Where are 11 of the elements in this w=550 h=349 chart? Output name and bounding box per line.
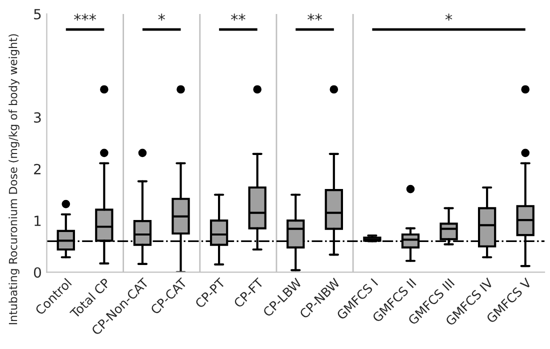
y-tick-label: 2	[34, 164, 40, 174]
annotation: **	[308, 14, 322, 21]
y-tick-label: 5	[34, 9, 41, 20]
annotation: *	[158, 14, 165, 21]
y-axis-title: Intubating Rocuronium Dose (mg/kg of body weight)	[8, 34, 20, 324]
annotation: ***	[74, 14, 96, 21]
y-tick-label: 1	[34, 216, 41, 226]
annotation: **	[231, 14, 246, 21]
annotation: *	[445, 14, 452, 21]
y-tick-label: 0	[34, 267, 41, 278]
y-tick-label: 3	[34, 112, 41, 123]
